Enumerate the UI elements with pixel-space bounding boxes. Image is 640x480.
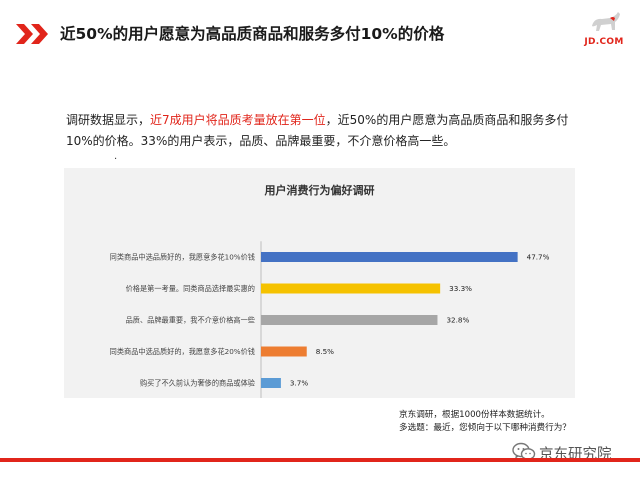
category-label: 价格是第一考量。同类商品选择最实惠的	[126, 284, 255, 293]
footnote-line-1: 京东调研，根据1000份样本数据统计。	[399, 409, 571, 422]
footnote-line-2: 多选题：最近，您倾向于以下哪种消费行为？	[399, 422, 571, 435]
bar	[261, 284, 440, 294]
data-label: 32.8%	[446, 316, 469, 325]
chart-panel: 同类商品中选品质好的，我愿意多花10%价钱 47.7% 价格是第一考量。同类商品选择…	[64, 168, 575, 398]
category-label: 品质、品牌最重要，我不介意价格高一些	[126, 316, 255, 325]
jd-dog-icon	[586, 10, 622, 36]
description: 调研数据显示，近7成用户将品质考量放在第一位，近50%的用户愿意为高品质商品和服…	[66, 110, 590, 152]
jd-logo: JD.COM	[574, 10, 634, 54]
description-highlight: 近7成用户将品质考量放在第一位	[150, 113, 326, 127]
category-label: 购买了不久前认为奢侈的商品或体验	[140, 379, 255, 388]
data-label: 33.3%	[449, 284, 472, 293]
footnote: 京东调研，根据1000份样本数据统计。 多选题：最近，您倾向于以下哪种消费行为？	[399, 409, 571, 435]
data-label: 47.7%	[527, 253, 550, 262]
bar-chart: 同类商品中选品质好的，我愿意多花10%价钱 47.7% 价格是第一考量。同类商品选择…	[64, 168, 575, 398]
logo-text: JD.COM	[574, 37, 634, 47]
bar	[261, 378, 281, 388]
chevron-right-icon	[16, 24, 50, 44]
stray-dot: .	[114, 151, 117, 162]
bar	[261, 252, 518, 262]
bar	[261, 315, 437, 325]
category-label: 同类商品中选品质好的，我愿意多花10%价钱	[110, 253, 255, 262]
data-label: 8.5%	[316, 347, 334, 356]
bottom-accent-bar	[0, 458, 640, 462]
description-intro: 调研数据显示，	[66, 113, 150, 127]
chart-title: 用户消费行为偏好调研	[64, 182, 575, 198]
category-label: 同类商品中选品质好的，我愿意多花20%价钱	[110, 347, 255, 356]
data-label: 3.7%	[290, 379, 308, 388]
chart-background	[64, 168, 575, 398]
bar	[261, 347, 307, 357]
page-title: 近50%的用户愿意为高品质商品和服务多付10%的价格	[60, 22, 444, 44]
